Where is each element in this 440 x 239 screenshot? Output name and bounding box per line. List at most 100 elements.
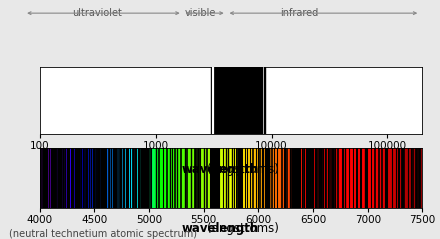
Bar bbox=[257, 148, 258, 208]
Bar bbox=[187, 148, 188, 208]
Bar bbox=[131, 148, 132, 208]
Bar bbox=[159, 148, 160, 208]
Bar bbox=[166, 148, 167, 208]
Bar bbox=[288, 148, 289, 208]
Bar bbox=[82, 148, 83, 208]
Bar bbox=[41, 148, 42, 208]
Bar bbox=[60, 148, 61, 208]
Bar bbox=[245, 148, 246, 208]
Bar bbox=[354, 148, 355, 208]
Bar bbox=[218, 148, 219, 208]
Bar bbox=[341, 148, 342, 208]
Bar bbox=[315, 148, 316, 208]
Bar bbox=[267, 148, 268, 208]
Bar bbox=[116, 148, 117, 208]
Bar bbox=[109, 148, 110, 208]
Bar bbox=[179, 148, 180, 208]
Bar bbox=[209, 148, 210, 208]
Bar bbox=[194, 148, 195, 208]
Bar bbox=[362, 148, 363, 208]
Bar bbox=[114, 148, 115, 208]
Bar bbox=[193, 148, 194, 208]
Bar bbox=[325, 148, 326, 208]
Bar bbox=[284, 148, 285, 208]
Bar bbox=[190, 148, 191, 208]
Bar bbox=[331, 148, 332, 208]
Bar bbox=[357, 148, 358, 208]
Bar bbox=[400, 148, 401, 208]
Bar bbox=[43, 148, 44, 208]
Bar bbox=[112, 148, 113, 208]
Bar bbox=[297, 148, 298, 208]
Bar bbox=[141, 148, 142, 208]
Bar bbox=[251, 148, 252, 208]
Bar bbox=[129, 148, 130, 208]
Bar bbox=[420, 148, 421, 208]
Bar bbox=[214, 148, 215, 208]
Bar bbox=[373, 148, 374, 208]
Bar bbox=[181, 148, 182, 208]
Bar bbox=[232, 148, 233, 208]
Bar bbox=[61, 148, 62, 208]
Bar bbox=[263, 148, 264, 208]
Bar bbox=[225, 148, 226, 208]
Bar bbox=[150, 148, 151, 208]
Bar bbox=[220, 148, 221, 208]
Bar bbox=[321, 148, 322, 208]
Bar bbox=[240, 148, 241, 208]
Bar bbox=[203, 148, 204, 208]
Bar bbox=[241, 148, 242, 208]
Bar bbox=[346, 148, 347, 208]
Bar bbox=[67, 148, 68, 208]
Bar bbox=[336, 148, 337, 208]
Bar bbox=[142, 148, 143, 208]
Bar bbox=[298, 148, 299, 208]
Bar bbox=[64, 148, 65, 208]
Bar bbox=[199, 148, 200, 208]
Bar bbox=[216, 148, 217, 208]
Bar bbox=[384, 148, 385, 208]
Bar bbox=[318, 148, 319, 208]
Bar bbox=[282, 148, 283, 208]
Bar bbox=[53, 148, 54, 208]
Bar bbox=[101, 148, 102, 208]
Bar bbox=[291, 148, 292, 208]
Bar bbox=[130, 148, 131, 208]
Bar bbox=[277, 148, 278, 208]
Bar bbox=[144, 148, 145, 208]
Bar bbox=[104, 148, 105, 208]
Bar bbox=[122, 148, 123, 208]
Bar bbox=[73, 148, 74, 208]
Bar bbox=[264, 148, 265, 208]
Bar bbox=[339, 148, 340, 208]
Text: ultraviolet: ultraviolet bbox=[72, 8, 122, 18]
Bar bbox=[355, 148, 356, 208]
Bar bbox=[62, 148, 63, 208]
Bar bbox=[148, 148, 149, 208]
Bar bbox=[403, 148, 404, 208]
Bar bbox=[115, 148, 116, 208]
Bar bbox=[326, 148, 327, 208]
Bar bbox=[258, 148, 259, 208]
Bar bbox=[138, 148, 139, 208]
Bar bbox=[94, 148, 95, 208]
Bar bbox=[319, 148, 320, 208]
Bar bbox=[409, 148, 410, 208]
Bar bbox=[239, 148, 240, 208]
Bar bbox=[345, 148, 346, 208]
Bar bbox=[330, 148, 331, 208]
Bar bbox=[307, 148, 308, 208]
Bar bbox=[393, 148, 394, 208]
Bar bbox=[288, 148, 289, 208]
Bar bbox=[363, 148, 364, 208]
Bar bbox=[128, 148, 129, 208]
Bar bbox=[419, 148, 420, 208]
Bar bbox=[358, 148, 359, 208]
Bar bbox=[99, 148, 100, 208]
Bar bbox=[255, 148, 256, 208]
Bar bbox=[191, 148, 192, 208]
Bar bbox=[364, 148, 365, 208]
Bar bbox=[416, 148, 417, 208]
Bar bbox=[81, 148, 82, 208]
Bar bbox=[178, 148, 179, 208]
